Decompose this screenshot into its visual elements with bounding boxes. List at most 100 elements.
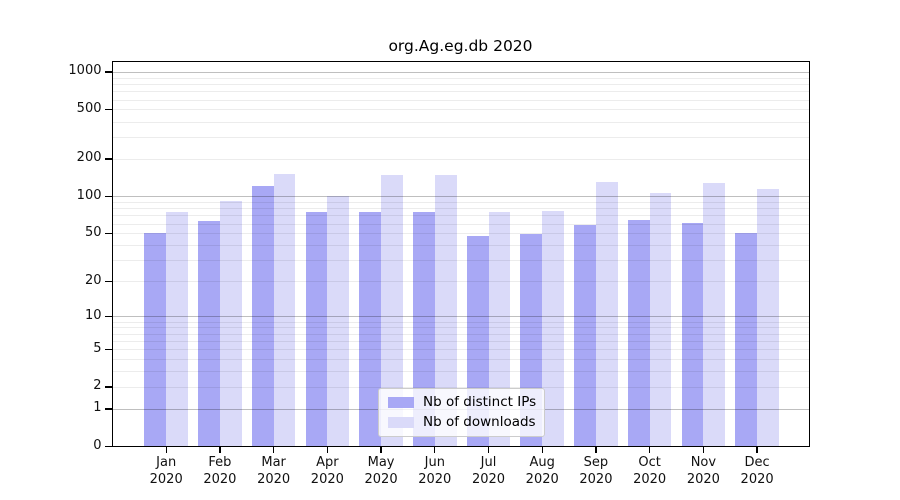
bar-distinct-ips-jun — [412, 212, 435, 447]
legend-label-distinct-ips: Nb of distinct IPs — [423, 394, 537, 410]
y-tick — [104, 408, 112, 410]
gridline-minor — [111, 321, 810, 323]
chart-title: org.Ag.eg.db 2020 — [388, 37, 533, 55]
bar-downloads-feb — [219, 201, 242, 447]
x-tick — [434, 446, 436, 453]
gridline-major — [111, 71, 810, 73]
bar-downloads-oct — [649, 193, 672, 447]
x-tick — [165, 446, 167, 453]
y-tick — [104, 108, 112, 111]
x-tick-label: Dec 2020 — [740, 454, 774, 487]
gridline-minor — [111, 359, 810, 361]
bar-downloads-nov — [703, 183, 726, 447]
y-tick — [104, 195, 112, 197]
bar-downloads-jun — [434, 174, 457, 447]
gridline-minor — [111, 137, 810, 139]
x-tick-label: Jan 2020 — [149, 454, 183, 487]
gridline-minor — [111, 99, 810, 101]
legend-item-downloads: Nb of downloads — [388, 414, 536, 430]
y-tick-label: 50 — [84, 224, 102, 240]
x-tick-label: Oct 2020 — [633, 454, 667, 487]
y-tick — [104, 71, 112, 73]
bar-distinct-ips-feb — [198, 221, 220, 447]
gridline-minor — [111, 371, 810, 373]
y-tick-label: 500 — [76, 100, 102, 116]
gridline-minor — [111, 223, 810, 225]
x-tick-label: May 2020 — [364, 454, 398, 487]
x-tick — [219, 446, 221, 453]
gridline-minor — [111, 260, 810, 262]
legend-swatch-distinct-ips — [388, 396, 414, 408]
gridline-minor — [111, 208, 810, 210]
x-tick-label: Jul 2020 — [471, 454, 506, 487]
gridline-minor — [111, 327, 810, 329]
y-tick-label: 10 — [84, 307, 102, 323]
x-tick-label: Aug 2020 — [525, 454, 559, 487]
bar-downloads-apr — [327, 195, 350, 447]
bar-downloads-may — [381, 174, 403, 447]
x-tick-label: Nov 2020 — [686, 454, 720, 487]
x-tick — [595, 446, 597, 453]
y-tick — [104, 445, 112, 448]
bar-distinct-ips-apr — [305, 212, 328, 447]
y-tick — [104, 158, 112, 160]
gridline-minor — [111, 281, 810, 283]
gridline-minor — [111, 215, 810, 217]
gridline-minor — [111, 201, 810, 203]
x-tick — [380, 446, 382, 453]
x-tick-label: Apr 2020 — [310, 454, 344, 487]
y-tick — [104, 232, 112, 234]
bar-downloads-aug — [542, 211, 565, 447]
bar-distinct-ips-nov — [681, 222, 704, 447]
bar-downloads-mar — [273, 174, 296, 447]
x-tick — [326, 446, 328, 453]
bar-distinct-ips-jan — [144, 233, 167, 447]
gridline-minor — [111, 333, 810, 335]
bar-downloads-dec — [757, 188, 779, 447]
bar-downloads-jul — [488, 212, 511, 447]
y-tick — [104, 386, 112, 388]
gridline-minor — [111, 233, 810, 235]
gridline-minor — [111, 386, 810, 388]
legend-swatch-downloads — [388, 416, 414, 428]
gridline-minor — [111, 84, 810, 86]
plot-border — [111, 61, 810, 447]
x-tick — [702, 446, 705, 453]
x-tick — [756, 446, 758, 453]
gridline-minor — [111, 91, 810, 93]
y-tick — [104, 315, 112, 318]
y-tick-label: 1000 — [68, 63, 102, 79]
x-tick — [541, 446, 543, 453]
x-tick-label: Sep 2020 — [579, 454, 613, 487]
legend-item-distinct-ips: Nb of distinct IPs — [388, 394, 537, 410]
x-tick-label: Feb 2020 — [203, 454, 237, 487]
bar-distinct-ips-mar — [251, 186, 274, 447]
legend: Nb of distinct IPs Nb of downloads — [378, 388, 545, 437]
x-tick — [487, 446, 490, 453]
x-tick — [649, 446, 651, 453]
bar-distinct-ips-may — [359, 211, 382, 447]
bar-distinct-ips-dec — [735, 233, 758, 447]
x-tick — [272, 446, 275, 453]
bar-downloads-jan — [166, 212, 188, 447]
y-tick-label: 200 — [76, 150, 102, 166]
x-tick-label: Mar 2020 — [257, 454, 291, 487]
gridline-minor — [111, 245, 810, 247]
legend-label-downloads: Nb of downloads — [423, 414, 536, 430]
y-tick-label: 100 — [76, 187, 102, 203]
gridline-minor — [111, 77, 810, 79]
gridline-minor — [111, 158, 810, 160]
gridline-minor — [111, 341, 810, 342]
y-tick-label: 5 — [93, 340, 102, 356]
y-tick-label: 1 — [93, 400, 102, 416]
bar-distinct-ips-sep — [574, 224, 596, 447]
gridline-minor — [111, 109, 810, 111]
gridline-minor — [111, 121, 810, 123]
y-tick — [104, 348, 112, 350]
y-tick-label: 20 — [84, 272, 102, 288]
y-tick — [104, 280, 112, 283]
bar-distinct-ips-oct — [627, 220, 650, 447]
y-tick-label: 2 — [93, 378, 102, 394]
y-tick-label: 0 — [93, 438, 102, 453]
